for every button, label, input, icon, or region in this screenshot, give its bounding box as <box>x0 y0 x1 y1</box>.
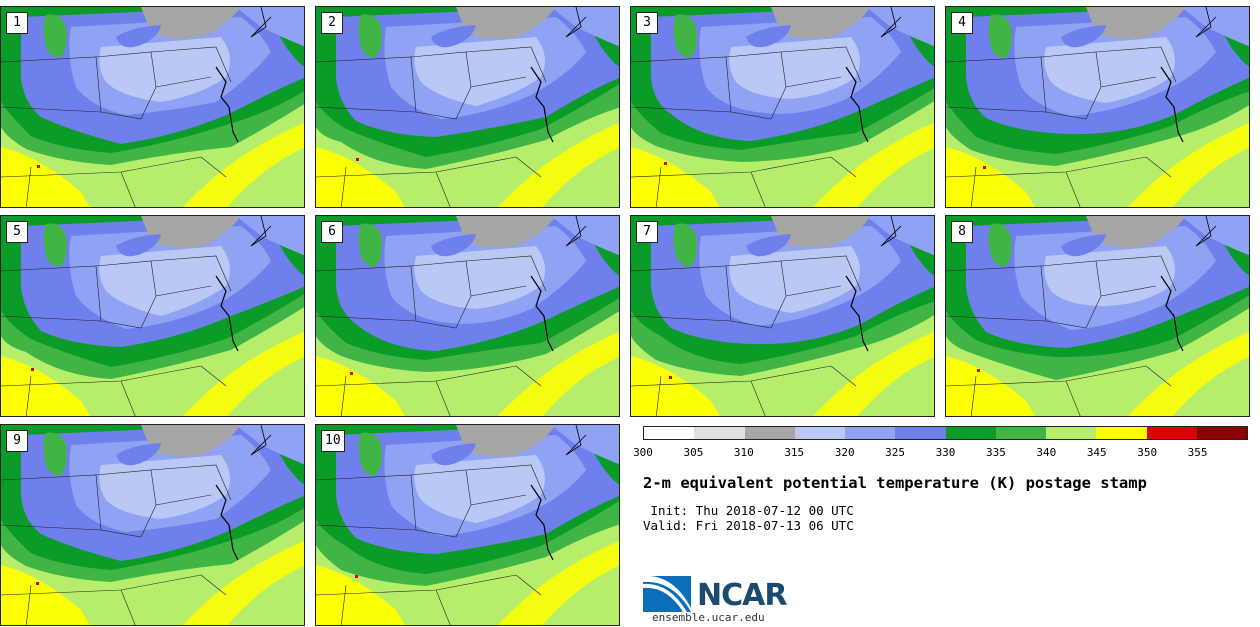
colorbar-tick-label: 310 <box>733 446 754 459</box>
postage-stamp-map: 5 <box>0 215 305 417</box>
colorbar-tick-label: 320 <box>834 446 855 459</box>
colorbar <box>643 426 1248 440</box>
colorbar-segment <box>945 427 996 439</box>
postage-stamp-map: 7 <box>630 215 935 417</box>
postage-stamp-map: 4 <box>945 6 1250 208</box>
member-label: 7 <box>636 221 658 243</box>
member-label: 4 <box>951 12 973 34</box>
colorbar-tick-label: 340 <box>1036 446 1057 459</box>
member-label: 9 <box>6 430 28 452</box>
colorbar-tick-label: 300 <box>633 446 653 459</box>
colorbar-tick-label: 305 <box>683 446 704 459</box>
colorbar-segment <box>995 427 1046 439</box>
postage-stamp-map: 1 <box>0 6 305 208</box>
colorbar-segment <box>845 427 896 439</box>
postage-stamp-map: 8 <box>945 215 1250 417</box>
postage-stamp-map: 2 <box>315 6 620 208</box>
colorbar-segment <box>744 427 795 439</box>
member-label: 3 <box>636 12 658 34</box>
logo-url: ensemble.ucar.edu <box>652 611 765 624</box>
colorbar-tick-label: 345 <box>1086 446 1107 459</box>
colorbar-tick-label: 315 <box>784 446 805 459</box>
figure-title: 2-m equivalent potential temperature (K)… <box>643 474 1147 492</box>
colorbar-segment <box>1146 427 1197 439</box>
postage-stamp-map: 9 <box>0 424 305 626</box>
postage-stamp-map: 10 <box>315 424 620 626</box>
member-label: 5 <box>6 221 28 243</box>
member-label: 2 <box>321 12 343 34</box>
colorbar-segment <box>1046 427 1097 439</box>
ncar-logo-text: NCAR <box>697 578 787 613</box>
colorbar-segment <box>895 427 946 439</box>
postage-stamp-map: 3 <box>630 6 935 208</box>
colorbar-tick-label: 325 <box>885 446 906 459</box>
colorbar-ticks: 300 305 310 315 320 325 330 335 340 345 350 355 <box>633 446 1248 460</box>
colorbar-tick-label: 330 <box>935 446 956 459</box>
colorbar-segment <box>794 427 845 439</box>
colorbar-tick-label: 335 <box>985 446 1006 459</box>
init-time: Init: Thu 2018-07-12 00 UTC <box>643 503 854 518</box>
colorbar-segment <box>644 427 695 439</box>
colorbar-segment <box>1096 427 1147 439</box>
colorbar-tick-label: 350 <box>1137 446 1158 459</box>
valid-time: Valid: Fri 2018-07-13 06 UTC <box>643 518 854 533</box>
member-label: 1 <box>6 12 28 34</box>
colorbar-tick-label: 355 <box>1187 446 1208 459</box>
colorbar-segment <box>1196 427 1247 439</box>
member-label: 6 <box>321 221 343 243</box>
colorbar-segment <box>694 427 745 439</box>
member-label: 10 <box>321 430 345 452</box>
member-label: 8 <box>951 221 973 243</box>
ncar-logo-icon <box>643 575 691 612</box>
postage-stamp-map: 6 <box>315 215 620 417</box>
